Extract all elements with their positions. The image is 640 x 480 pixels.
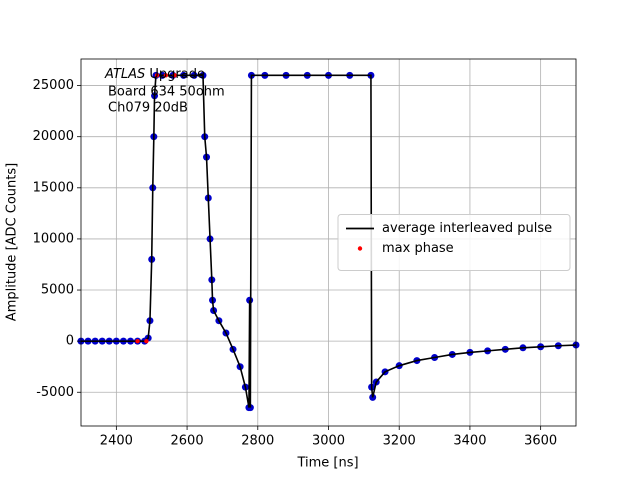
x-tick-label: 2600 xyxy=(171,434,204,449)
y-axis-label: Amplitude [ADC Counts] xyxy=(5,163,20,321)
legend-label: max phase xyxy=(382,241,454,256)
annotation: ATLAS Upgrade xyxy=(104,67,205,82)
y-tick-label: 15000 xyxy=(33,180,74,195)
x-tick-label: 3000 xyxy=(312,434,345,449)
legend-marker xyxy=(357,246,363,251)
x-tick-label: 3400 xyxy=(453,434,486,449)
x-tick-label: 2400 xyxy=(100,434,133,449)
legend: average interleaved pulse max phase xyxy=(337,214,571,271)
y-tick-label: -5000 xyxy=(36,385,74,400)
plot-data xyxy=(77,71,580,412)
x-tick-label: 2800 xyxy=(241,434,274,449)
max-phase-point xyxy=(135,338,140,344)
annotation-line: Board 634 50ohm xyxy=(108,85,225,100)
legend-label: average interleaved pulse xyxy=(382,221,552,236)
annotation-italic: ATLAS xyxy=(104,67,145,82)
max-phase-point xyxy=(172,73,177,78)
annotation-text: Upgrade xyxy=(145,67,205,82)
x-tick-label: 3600 xyxy=(524,434,557,449)
y-tick-label: 20000 xyxy=(33,129,74,144)
max-phase-point xyxy=(163,73,169,78)
x-axis-label: Time [ns] xyxy=(296,456,358,471)
y-tick-label: 10000 xyxy=(33,231,74,246)
max-phase-point xyxy=(154,73,160,78)
y-tick-label: 25000 xyxy=(33,78,74,93)
x-tick-label: 3200 xyxy=(383,434,416,449)
max-phase-point xyxy=(144,338,149,344)
y-tick-label: 5000 xyxy=(41,283,74,298)
legend-box xyxy=(337,214,571,271)
y-tick-label: 0 xyxy=(66,334,74,349)
annotation-line: Ch079 20dB xyxy=(108,101,188,116)
